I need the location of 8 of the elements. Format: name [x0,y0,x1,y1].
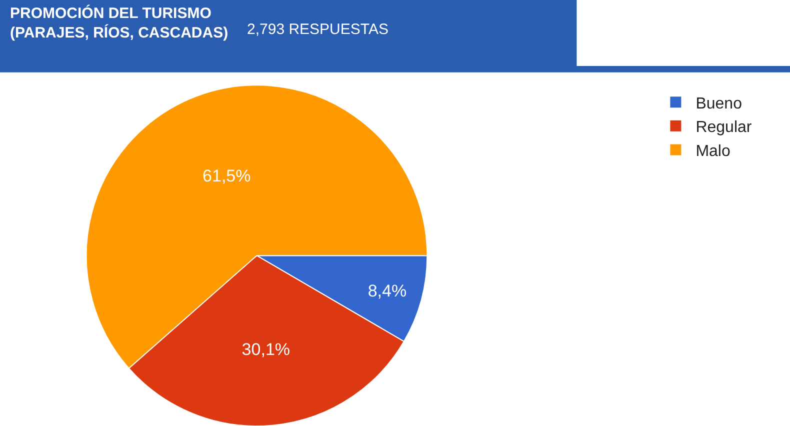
chart-subtitle: 2,793 RESPUESTAS [247,21,388,38]
data-label: 30,1% [242,340,290,359]
legend-label: Bueno [696,95,742,112]
data-label: 8,4% [368,281,407,300]
legend-label: Regular [696,119,752,136]
legend-label: Malo [696,142,730,160]
data-label: 61,5% [202,166,251,186]
chart-title: PROMOCIÓN DEL TURISMO (PARAJES, RÍOS, CASCADAS) [10,4,228,42]
